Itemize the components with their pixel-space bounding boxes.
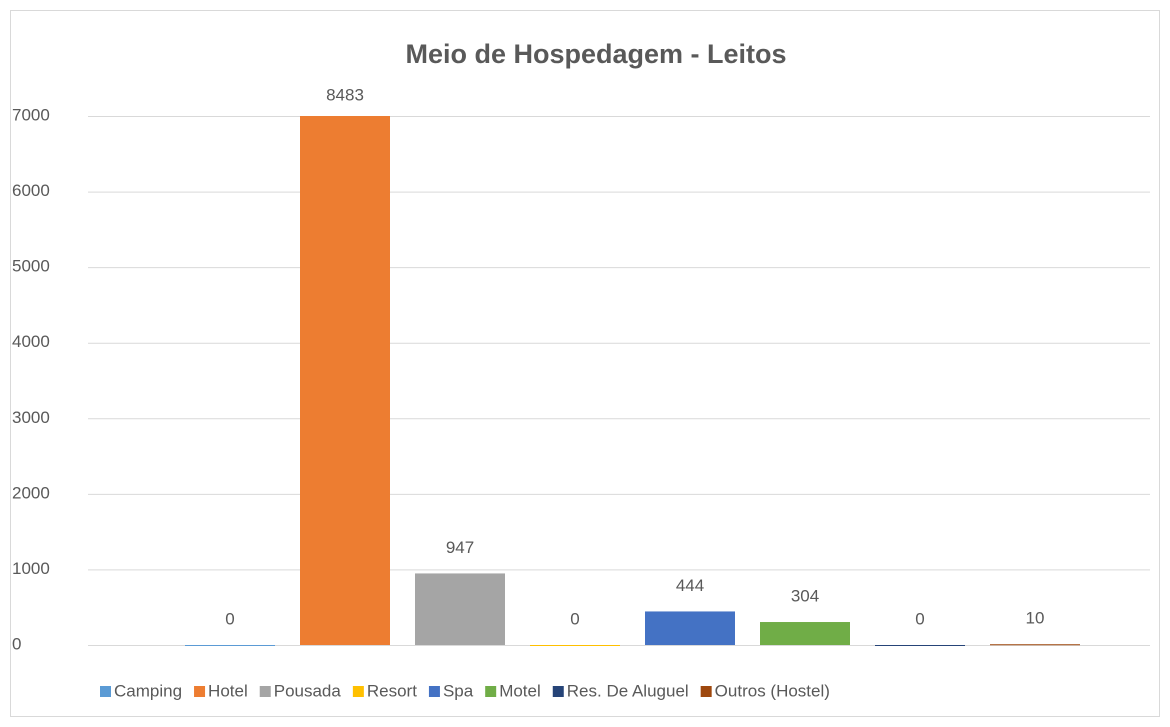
- y-tick-label: 6000: [12, 181, 50, 200]
- data-label: 0: [225, 609, 234, 628]
- chart-title: Meio de Hospedagem - Leitos: [405, 39, 786, 69]
- legend-swatch: [194, 686, 206, 697]
- y-tick-label: 3000: [12, 408, 50, 427]
- data-label: 10: [1026, 609, 1045, 628]
- legend-swatch: [552, 686, 564, 697]
- legend-swatch: [352, 686, 364, 697]
- data-label: 304: [791, 587, 819, 606]
- legend-swatch: [100, 686, 111, 697]
- legend-swatch: [259, 686, 271, 697]
- chart-border: [10, 10, 1160, 717]
- data-label: 0: [915, 609, 924, 628]
- y-tick-label: 7000: [12, 105, 50, 124]
- legend-swatch: [428, 686, 440, 697]
- y-tick-label: 5000: [12, 257, 50, 276]
- bar: [645, 611, 735, 645]
- legend-swatch: [485, 686, 497, 697]
- bar: [990, 644, 1080, 646]
- data-label: 444: [676, 576, 704, 595]
- y-tick-label: 1000: [12, 559, 50, 578]
- legend-swatch: [700, 686, 712, 697]
- bar: [875, 645, 965, 646]
- legend-label: Camping: [114, 681, 182, 700]
- legend-label: Res. De Aluguel: [567, 681, 689, 700]
- y-tick-label: 2000: [12, 483, 50, 502]
- bar: [530, 645, 620, 646]
- legend-label: Resort: [367, 681, 417, 700]
- legend-label: Outros (Hostel): [715, 681, 830, 700]
- y-tick-label: 0: [12, 634, 21, 653]
- legend-label: Pousada: [274, 681, 342, 700]
- legend-label: Hotel: [208, 681, 248, 700]
- legend-label: Spa: [443, 681, 474, 700]
- data-label: 0: [570, 609, 579, 628]
- bar: [760, 622, 850, 645]
- data-label: 8483: [326, 85, 364, 104]
- bar: [415, 573, 505, 645]
- legend-label: Motel: [499, 681, 541, 700]
- bar: [300, 116, 390, 645]
- bar: [185, 645, 275, 646]
- y-tick-label: 4000: [12, 332, 50, 351]
- data-label: 947: [446, 538, 474, 557]
